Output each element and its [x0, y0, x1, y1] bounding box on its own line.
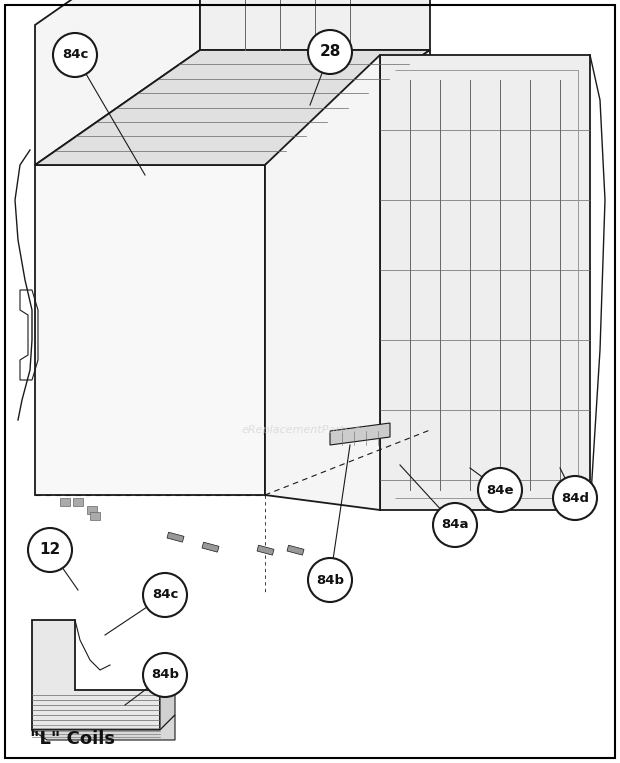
Text: 84d: 84d: [561, 491, 589, 504]
Bar: [73, 498, 83, 506]
Bar: [257, 546, 274, 555]
Bar: [167, 533, 184, 542]
Bar: [87, 506, 97, 514]
Circle shape: [53, 33, 97, 77]
Text: 84a: 84a: [441, 519, 469, 532]
Polygon shape: [32, 620, 160, 730]
Circle shape: [433, 503, 477, 547]
Polygon shape: [35, 0, 200, 165]
Bar: [90, 512, 100, 520]
Text: 12: 12: [40, 542, 61, 558]
Circle shape: [143, 653, 187, 697]
Polygon shape: [330, 423, 390, 445]
Polygon shape: [380, 55, 590, 510]
Text: 84b: 84b: [151, 668, 179, 681]
Text: "L" Coils: "L" Coils: [30, 730, 115, 748]
Circle shape: [308, 30, 352, 74]
Bar: [287, 546, 304, 555]
Polygon shape: [35, 165, 265, 495]
Text: eReplacementParts.com: eReplacementParts.com: [242, 425, 378, 435]
Text: 84c: 84c: [152, 588, 178, 601]
Bar: [202, 542, 219, 552]
Polygon shape: [35, 50, 430, 165]
Polygon shape: [265, 55, 380, 510]
Polygon shape: [265, 50, 430, 495]
Text: 84e: 84e: [486, 484, 514, 497]
Polygon shape: [160, 675, 175, 730]
Bar: [60, 498, 70, 506]
Text: 84b: 84b: [316, 574, 344, 587]
Text: 84c: 84c: [62, 49, 88, 62]
Circle shape: [308, 558, 352, 602]
Polygon shape: [200, 0, 430, 50]
Circle shape: [478, 468, 522, 512]
Circle shape: [553, 476, 597, 520]
Text: 28: 28: [319, 44, 340, 60]
Circle shape: [143, 573, 187, 617]
Circle shape: [28, 528, 72, 572]
Polygon shape: [32, 715, 175, 740]
